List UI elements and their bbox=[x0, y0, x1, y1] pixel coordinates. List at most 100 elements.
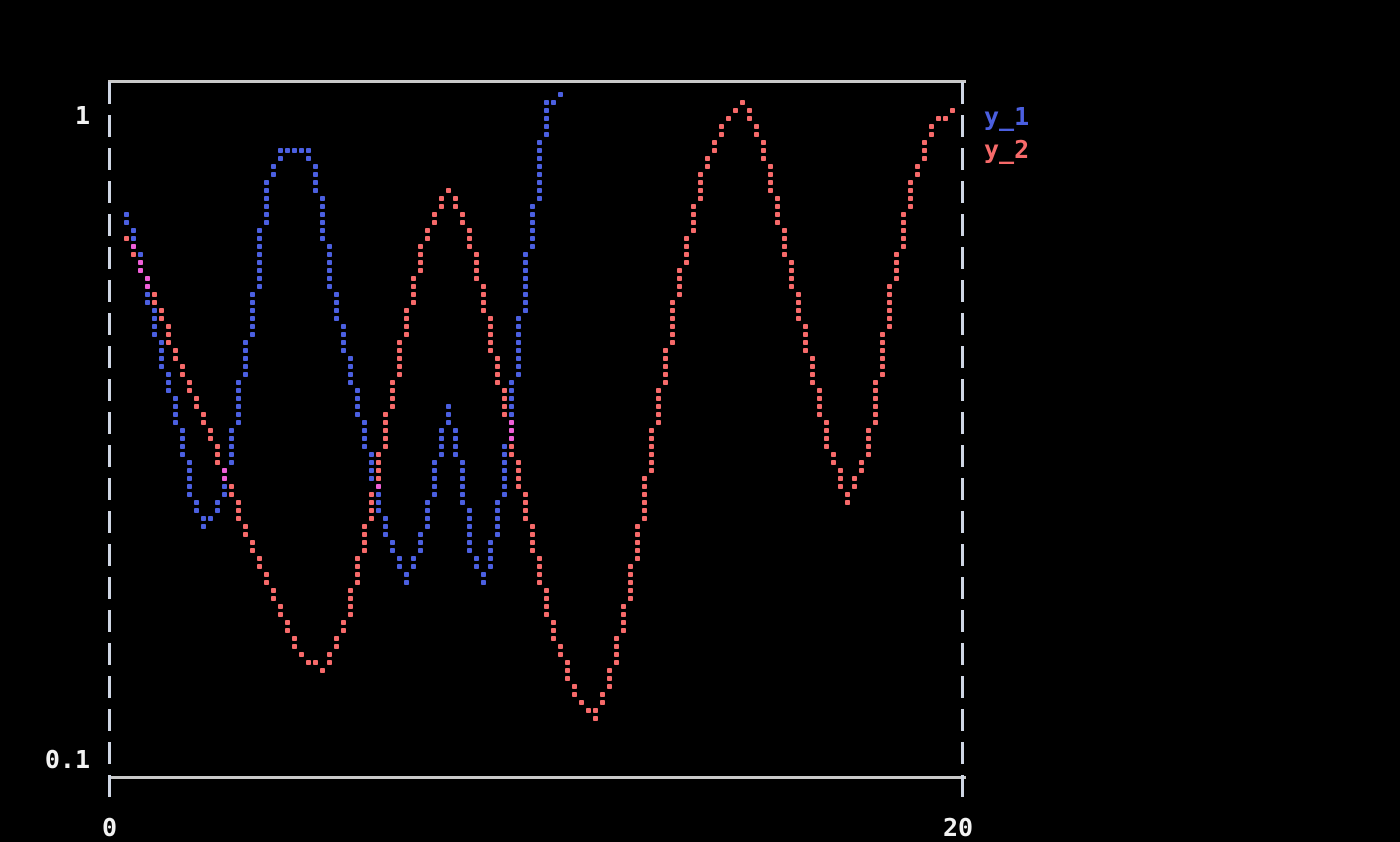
data-dot bbox=[754, 124, 759, 129]
x-axis-tick-left: 0 bbox=[102, 813, 118, 842]
data-dot bbox=[488, 564, 493, 569]
data-dot bbox=[229, 436, 234, 441]
plot-frame-left bbox=[108, 80, 111, 797]
data-dot bbox=[390, 548, 395, 553]
axis-dash bbox=[108, 412, 111, 434]
data-dot bbox=[152, 332, 157, 337]
data-dot bbox=[628, 564, 633, 569]
data-dot bbox=[642, 508, 647, 513]
data-dot bbox=[173, 356, 178, 361]
data-dot bbox=[509, 396, 514, 401]
data-dot bbox=[418, 268, 423, 273]
data-dot bbox=[348, 604, 353, 609]
axis-dash bbox=[108, 346, 111, 368]
legend-item-y1[interactable]: y_1 bbox=[984, 102, 1030, 131]
data-dot bbox=[355, 572, 360, 577]
data-dot bbox=[376, 484, 381, 489]
data-dot bbox=[313, 188, 318, 193]
data-dot bbox=[334, 644, 339, 649]
data-dot bbox=[684, 244, 689, 249]
data-dot bbox=[397, 356, 402, 361]
data-dot bbox=[453, 444, 458, 449]
data-dot bbox=[880, 356, 885, 361]
data-dot bbox=[229, 444, 234, 449]
data-dot bbox=[271, 172, 276, 177]
data-dot bbox=[488, 540, 493, 545]
data-dot bbox=[355, 564, 360, 569]
data-dot bbox=[341, 620, 346, 625]
data-dot bbox=[446, 420, 451, 425]
data-dot bbox=[502, 452, 507, 457]
data-dot bbox=[159, 316, 164, 321]
data-dot bbox=[383, 524, 388, 529]
data-dot bbox=[467, 236, 472, 241]
data-dot bbox=[446, 404, 451, 409]
data-dot bbox=[495, 500, 500, 505]
axis-dash bbox=[108, 115, 111, 137]
data-dot bbox=[495, 364, 500, 369]
data-dot bbox=[257, 236, 262, 241]
data-dot bbox=[166, 380, 171, 385]
data-dot bbox=[313, 172, 318, 177]
data-dot bbox=[159, 340, 164, 345]
data-dot bbox=[124, 212, 129, 217]
data-dot bbox=[320, 196, 325, 201]
data-dot bbox=[243, 356, 248, 361]
data-dot bbox=[320, 668, 325, 673]
data-dot bbox=[586, 708, 591, 713]
data-dot bbox=[229, 452, 234, 457]
data-dot bbox=[474, 268, 479, 273]
data-dot bbox=[173, 420, 178, 425]
data-dot bbox=[250, 548, 255, 553]
data-dot bbox=[782, 236, 787, 241]
data-dot bbox=[516, 364, 521, 369]
data-dot bbox=[488, 324, 493, 329]
data-dot bbox=[635, 540, 640, 545]
data-dot bbox=[516, 484, 521, 489]
legend-item-y2[interactable]: y_2 bbox=[984, 135, 1030, 164]
data-dot bbox=[320, 236, 325, 241]
data-dot bbox=[229, 428, 234, 433]
data-dot bbox=[768, 172, 773, 177]
data-dot bbox=[887, 284, 892, 289]
axis-dash bbox=[961, 478, 964, 500]
data-dot bbox=[355, 556, 360, 561]
data-dot bbox=[439, 452, 444, 457]
data-dot bbox=[516, 460, 521, 465]
data-dot bbox=[257, 276, 262, 281]
data-dot bbox=[320, 212, 325, 217]
data-dot bbox=[278, 604, 283, 609]
data-dot bbox=[292, 644, 297, 649]
data-dot bbox=[880, 364, 885, 369]
data-dot bbox=[614, 636, 619, 641]
data-dot bbox=[502, 476, 507, 481]
data-dot bbox=[257, 268, 262, 273]
data-dot bbox=[950, 108, 955, 113]
data-dot bbox=[187, 476, 192, 481]
data-dot bbox=[460, 476, 465, 481]
data-dot bbox=[418, 532, 423, 537]
data-dot bbox=[712, 140, 717, 145]
axis-dash bbox=[108, 577, 111, 599]
axis-dash bbox=[961, 742, 964, 764]
data-dot bbox=[481, 572, 486, 577]
data-dot bbox=[390, 396, 395, 401]
data-dot bbox=[348, 612, 353, 617]
data-dot bbox=[397, 364, 402, 369]
data-dot bbox=[243, 340, 248, 345]
data-dot bbox=[208, 428, 213, 433]
data-dot bbox=[663, 372, 668, 377]
axis-dash bbox=[108, 313, 111, 335]
data-dot bbox=[257, 260, 262, 265]
data-dot bbox=[824, 444, 829, 449]
data-dot bbox=[649, 452, 654, 457]
data-dot bbox=[628, 572, 633, 577]
data-dot bbox=[138, 268, 143, 273]
data-dot bbox=[355, 388, 360, 393]
data-dot bbox=[915, 172, 920, 177]
data-dot bbox=[635, 532, 640, 537]
data-dot bbox=[341, 340, 346, 345]
data-dot bbox=[866, 444, 871, 449]
data-dot bbox=[796, 292, 801, 297]
data-dot bbox=[257, 564, 262, 569]
